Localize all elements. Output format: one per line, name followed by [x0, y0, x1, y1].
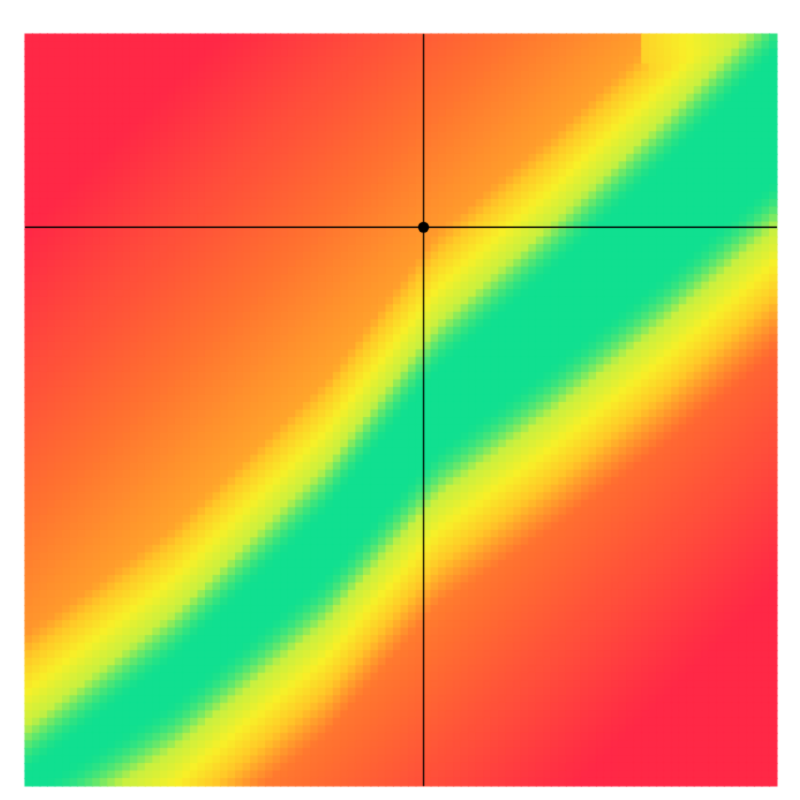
- bottleneck-heatmap: [0, 0, 800, 800]
- chart-container: TheBottleneck.com: [0, 0, 800, 800]
